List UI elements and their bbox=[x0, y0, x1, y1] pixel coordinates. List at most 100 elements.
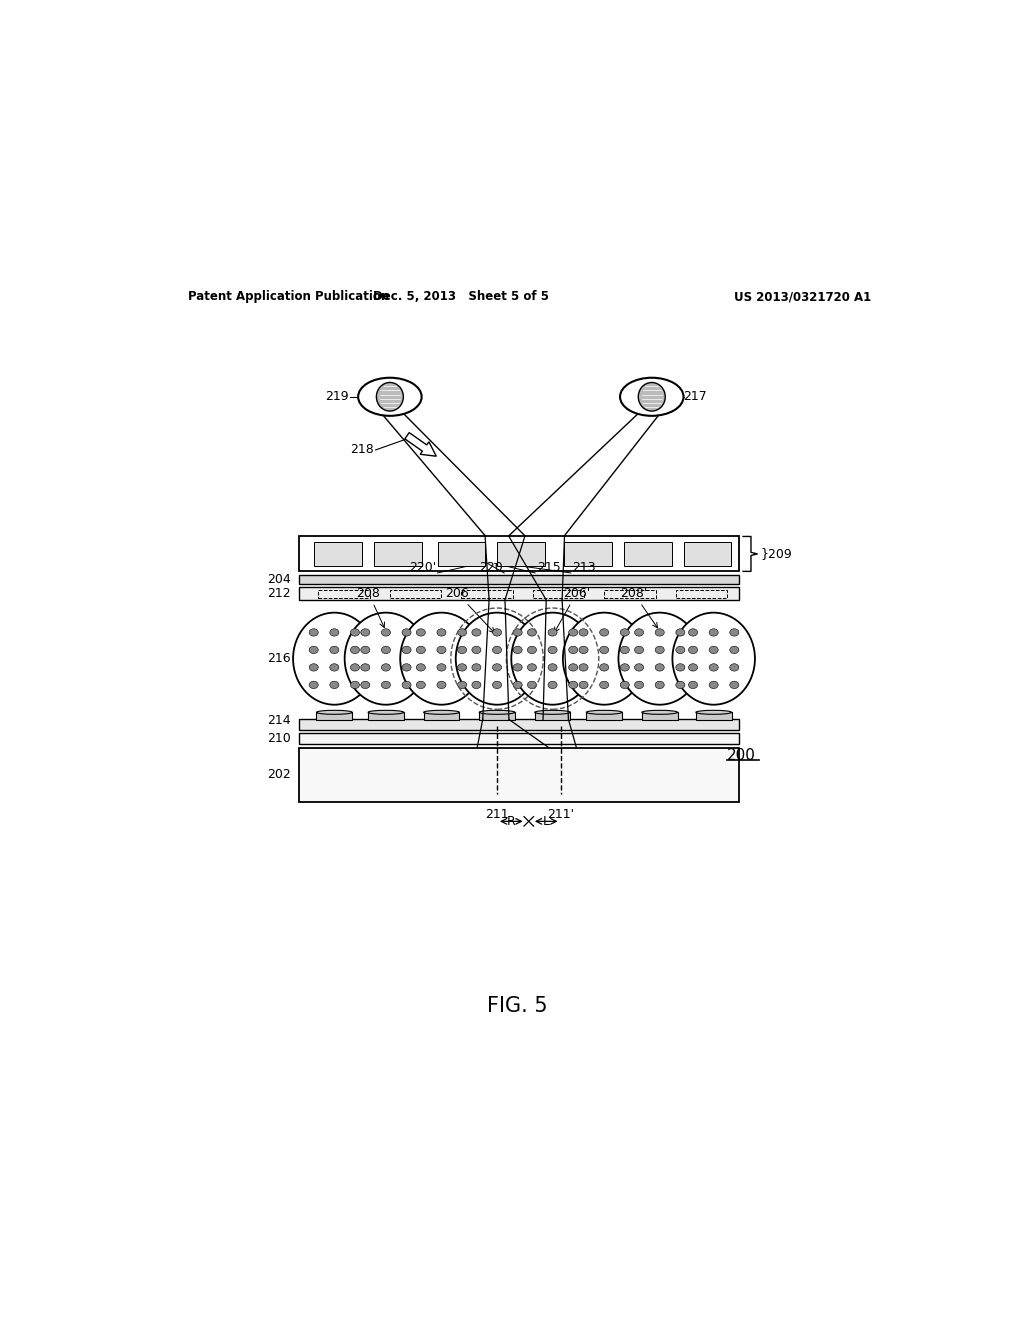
Ellipse shape bbox=[293, 612, 376, 705]
Ellipse shape bbox=[381, 664, 390, 671]
Ellipse shape bbox=[330, 664, 339, 671]
Ellipse shape bbox=[527, 681, 537, 689]
Ellipse shape bbox=[360, 628, 370, 636]
Ellipse shape bbox=[417, 664, 425, 671]
Ellipse shape bbox=[360, 647, 370, 653]
Bar bbox=[535, 713, 570, 721]
Ellipse shape bbox=[635, 681, 644, 689]
Ellipse shape bbox=[493, 664, 502, 671]
Ellipse shape bbox=[579, 628, 588, 636]
Ellipse shape bbox=[655, 647, 665, 653]
Ellipse shape bbox=[381, 647, 390, 653]
Ellipse shape bbox=[316, 710, 352, 714]
Ellipse shape bbox=[527, 647, 537, 653]
Bar bbox=[564, 543, 612, 566]
Ellipse shape bbox=[730, 681, 739, 689]
Text: 220: 220 bbox=[479, 561, 503, 574]
Ellipse shape bbox=[568, 664, 578, 671]
Bar bbox=[374, 543, 422, 566]
Ellipse shape bbox=[568, 647, 578, 653]
Ellipse shape bbox=[456, 612, 539, 705]
Ellipse shape bbox=[568, 681, 578, 689]
Ellipse shape bbox=[417, 628, 425, 636]
Ellipse shape bbox=[688, 681, 697, 689]
Ellipse shape bbox=[673, 612, 755, 705]
Bar bbox=[424, 713, 460, 721]
Ellipse shape bbox=[417, 647, 425, 653]
Ellipse shape bbox=[563, 612, 645, 705]
Text: }209: }209 bbox=[761, 548, 793, 561]
Ellipse shape bbox=[330, 647, 339, 653]
Text: 202: 202 bbox=[267, 768, 291, 781]
Ellipse shape bbox=[437, 664, 446, 671]
Bar bbox=[316, 713, 352, 721]
Ellipse shape bbox=[688, 664, 697, 671]
Ellipse shape bbox=[458, 628, 467, 636]
Ellipse shape bbox=[424, 710, 460, 714]
Ellipse shape bbox=[548, 664, 557, 671]
Ellipse shape bbox=[513, 647, 522, 653]
Ellipse shape bbox=[621, 681, 630, 689]
Ellipse shape bbox=[350, 681, 359, 689]
Ellipse shape bbox=[437, 681, 446, 689]
Bar bbox=[604, 590, 655, 598]
Text: 213: 213 bbox=[572, 561, 596, 574]
Ellipse shape bbox=[548, 628, 557, 636]
Ellipse shape bbox=[402, 681, 411, 689]
Text: 214: 214 bbox=[267, 714, 291, 727]
Ellipse shape bbox=[437, 628, 446, 636]
Ellipse shape bbox=[579, 681, 588, 689]
Text: R: R bbox=[507, 814, 516, 828]
Text: 211': 211' bbox=[547, 808, 574, 821]
Text: 215: 215 bbox=[537, 561, 560, 574]
Bar bbox=[299, 734, 739, 744]
Ellipse shape bbox=[688, 628, 697, 636]
Ellipse shape bbox=[655, 664, 665, 671]
Ellipse shape bbox=[600, 628, 608, 636]
Text: Patent Application Publication: Patent Application Publication bbox=[187, 290, 389, 304]
Ellipse shape bbox=[345, 612, 427, 705]
Ellipse shape bbox=[676, 647, 685, 653]
Bar bbox=[368, 713, 403, 721]
Bar bbox=[314, 543, 362, 566]
Ellipse shape bbox=[642, 710, 678, 714]
Ellipse shape bbox=[330, 628, 339, 636]
Ellipse shape bbox=[493, 628, 502, 636]
Ellipse shape bbox=[381, 681, 390, 689]
Text: 210: 210 bbox=[267, 733, 291, 746]
Ellipse shape bbox=[513, 681, 522, 689]
Ellipse shape bbox=[730, 628, 739, 636]
Ellipse shape bbox=[655, 681, 665, 689]
Text: Dec. 5, 2013   Sheet 5 of 5: Dec. 5, 2013 Sheet 5 of 5 bbox=[374, 290, 549, 304]
Ellipse shape bbox=[472, 628, 481, 636]
Text: 218: 218 bbox=[350, 444, 374, 457]
Ellipse shape bbox=[535, 710, 570, 714]
Bar bbox=[497, 543, 545, 566]
Ellipse shape bbox=[618, 612, 701, 705]
Ellipse shape bbox=[472, 647, 481, 653]
Ellipse shape bbox=[710, 681, 718, 689]
Bar bbox=[479, 713, 515, 721]
Ellipse shape bbox=[493, 681, 502, 689]
Ellipse shape bbox=[309, 681, 318, 689]
Text: 212: 212 bbox=[267, 587, 291, 601]
Bar bbox=[299, 719, 739, 730]
Ellipse shape bbox=[730, 664, 739, 671]
Text: 206': 206' bbox=[554, 587, 590, 632]
Bar bbox=[299, 747, 739, 801]
Text: 206: 206 bbox=[445, 587, 495, 632]
Bar bbox=[532, 590, 585, 598]
Ellipse shape bbox=[621, 628, 630, 636]
Ellipse shape bbox=[350, 664, 359, 671]
Ellipse shape bbox=[579, 664, 588, 671]
Ellipse shape bbox=[309, 664, 318, 671]
Ellipse shape bbox=[458, 664, 467, 671]
Ellipse shape bbox=[309, 628, 318, 636]
Ellipse shape bbox=[458, 681, 467, 689]
Ellipse shape bbox=[511, 612, 594, 705]
Ellipse shape bbox=[676, 681, 685, 689]
Ellipse shape bbox=[548, 647, 557, 653]
Bar bbox=[676, 590, 727, 598]
Ellipse shape bbox=[587, 710, 622, 714]
Ellipse shape bbox=[350, 628, 359, 636]
